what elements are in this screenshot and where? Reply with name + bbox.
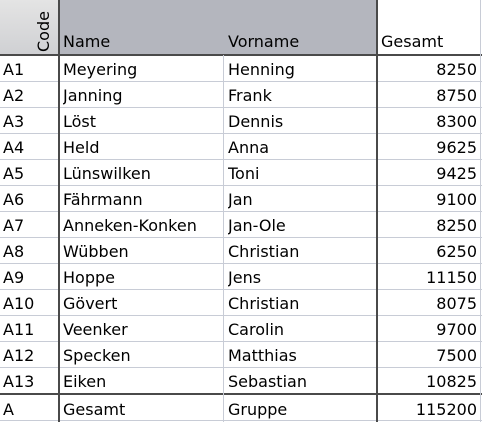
header-name-label[interactable]: Name — [63, 32, 111, 51]
cell-gesamt[interactable]: 9700 — [436, 320, 477, 339]
cell-code[interactable]: A6 — [3, 190, 25, 209]
cell-gesamt[interactable]: 9625 — [436, 138, 477, 157]
cell-gesamt[interactable]: 7500 — [436, 346, 477, 365]
cell-vorname[interactable]: Carolin — [228, 320, 285, 339]
header-vorname-label[interactable]: Vorname — [228, 32, 300, 51]
row-divider — [0, 211, 482, 212]
cell-code[interactable]: A9 — [3, 268, 25, 287]
header-divider — [0, 54, 482, 56]
cell-vorname[interactable]: Jan — [228, 190, 253, 209]
cell-gesamt[interactable]: 8075 — [436, 294, 477, 313]
column-divider — [480, 0, 481, 422]
row-divider — [0, 367, 482, 368]
column-divider — [223, 55, 224, 422]
table-row[interactable]: A10 Gövert Christian 8075 — [0, 290, 482, 316]
cell-code[interactable]: A13 — [3, 372, 35, 391]
cell-name[interactable]: Gesamt — [63, 400, 126, 419]
cell-gesamt[interactable]: 8250 — [436, 216, 477, 235]
table-row[interactable]: A13 Eiken Sebastian 10825 — [0, 368, 482, 394]
cell-name[interactable]: Anneken-Konken — [63, 216, 197, 235]
cell-gesamt[interactable]: 8300 — [436, 112, 477, 131]
cell-gesamt[interactable]: 10825 — [426, 372, 477, 391]
cell-name[interactable]: Löst — [63, 112, 97, 131]
table-row[interactable]: A9 Hoppe Jens 11150 — [0, 264, 482, 290]
cell-vorname[interactable]: Christian — [228, 242, 300, 261]
cell-code[interactable]: A5 — [3, 164, 25, 183]
table-row[interactable]: A3 Löst Dennis 8300 — [0, 108, 482, 134]
cell-name[interactable]: Hoppe — [63, 268, 115, 287]
table-row[interactable]: A2 Janning Frank 8750 — [0, 82, 482, 108]
cell-vorname[interactable]: Jan-Ole — [228, 216, 286, 235]
header-code-label: Code — [34, 11, 53, 52]
table-row[interactable]: A7 Anneken-Konken Jan-Ole 8250 — [0, 212, 482, 238]
total-row[interactable]: A Gesamt Gruppe 115200 — [0, 396, 482, 422]
cell-code[interactable]: A4 — [3, 138, 25, 157]
cell-code[interactable]: A10 — [3, 294, 35, 313]
cell-vorname[interactable]: Henning — [228, 60, 295, 79]
header-band: Name Vorname — [59, 0, 377, 55]
cell-vorname[interactable]: Anna — [228, 138, 270, 157]
cell-name[interactable]: Janning — [63, 86, 123, 105]
cell-name[interactable]: Gövert — [63, 294, 118, 313]
cell-name[interactable]: Meyering — [63, 60, 138, 79]
row-divider — [0, 263, 482, 264]
cell-vorname[interactable]: Gruppe — [228, 400, 288, 419]
row-divider — [0, 159, 482, 160]
cell-gesamt[interactable]: 11150 — [426, 268, 477, 287]
row-divider — [0, 237, 482, 238]
cell-name[interactable]: Wübben — [63, 242, 129, 261]
header-gesamt-label: Gesamt — [381, 32, 444, 51]
cell-name[interactable]: Lünswilken — [63, 164, 151, 183]
cell-code[interactable]: A7 — [3, 216, 25, 235]
table-row[interactable]: A12 Specken Matthias 7500 — [0, 342, 482, 368]
cell-name[interactable]: Eiken — [63, 372, 107, 391]
table-row[interactable]: A5 Lünswilken Toni 9425 — [0, 160, 482, 186]
row-divider — [0, 289, 482, 290]
row-divider — [0, 81, 482, 82]
cell-code[interactable]: A — [3, 400, 14, 419]
cell-vorname[interactable]: Matthias — [228, 346, 297, 365]
cell-vorname[interactable]: Frank — [228, 86, 272, 105]
total-divider — [0, 393, 482, 395]
cell-vorname[interactable]: Sebastian — [228, 372, 307, 391]
cell-name[interactable]: Veenker — [63, 320, 128, 339]
row-divider — [0, 185, 482, 186]
cell-code[interactable]: A3 — [3, 112, 25, 131]
cell-gesamt[interactable]: 8750 — [436, 86, 477, 105]
cell-vorname[interactable]: Dennis — [228, 112, 284, 131]
cell-vorname[interactable]: Jens — [228, 268, 262, 287]
cell-gesamt[interactable]: 8250 — [436, 60, 477, 79]
cell-vorname[interactable]: Toni — [228, 164, 260, 183]
row-divider — [0, 341, 482, 342]
column-divider — [58, 0, 60, 422]
cell-vorname[interactable]: Christian — [228, 294, 300, 313]
cell-code[interactable]: A2 — [3, 86, 25, 105]
cell-code[interactable]: A8 — [3, 242, 25, 261]
row-divider — [0, 420, 482, 421]
table-row[interactable]: A1 Meyering Henning 8250 — [0, 56, 482, 82]
table-row[interactable]: A4 Held Anna 9625 — [0, 134, 482, 160]
row-divider — [0, 107, 482, 108]
row-divider — [0, 133, 482, 134]
cell-gesamt[interactable]: 115200 — [415, 400, 477, 419]
cell-gesamt[interactable]: 9100 — [436, 190, 477, 209]
cell-code[interactable]: A1 — [3, 60, 25, 79]
table-row[interactable]: A11 Veenker Carolin 9700 — [0, 316, 482, 342]
cell-gesamt[interactable]: 9425 — [436, 164, 477, 183]
header-cell-code[interactable]: Code — [0, 0, 59, 55]
cell-name[interactable]: Held — [63, 138, 100, 157]
cell-name[interactable]: Fährmann — [63, 190, 143, 209]
cell-code[interactable]: A11 — [3, 320, 35, 339]
cell-gesamt[interactable]: 6250 — [436, 242, 477, 261]
table-row[interactable]: A6 Fährmann Jan 9100 — [0, 186, 482, 212]
table-row[interactable]: A8 Wübben Christian 6250 — [0, 238, 482, 264]
header-cell-gesamt[interactable]: Gesamt — [377, 0, 482, 55]
cell-name[interactable]: Specken — [63, 346, 131, 365]
cell-code[interactable]: A12 — [3, 346, 35, 365]
column-divider — [376, 0, 378, 422]
row-divider — [0, 315, 482, 316]
